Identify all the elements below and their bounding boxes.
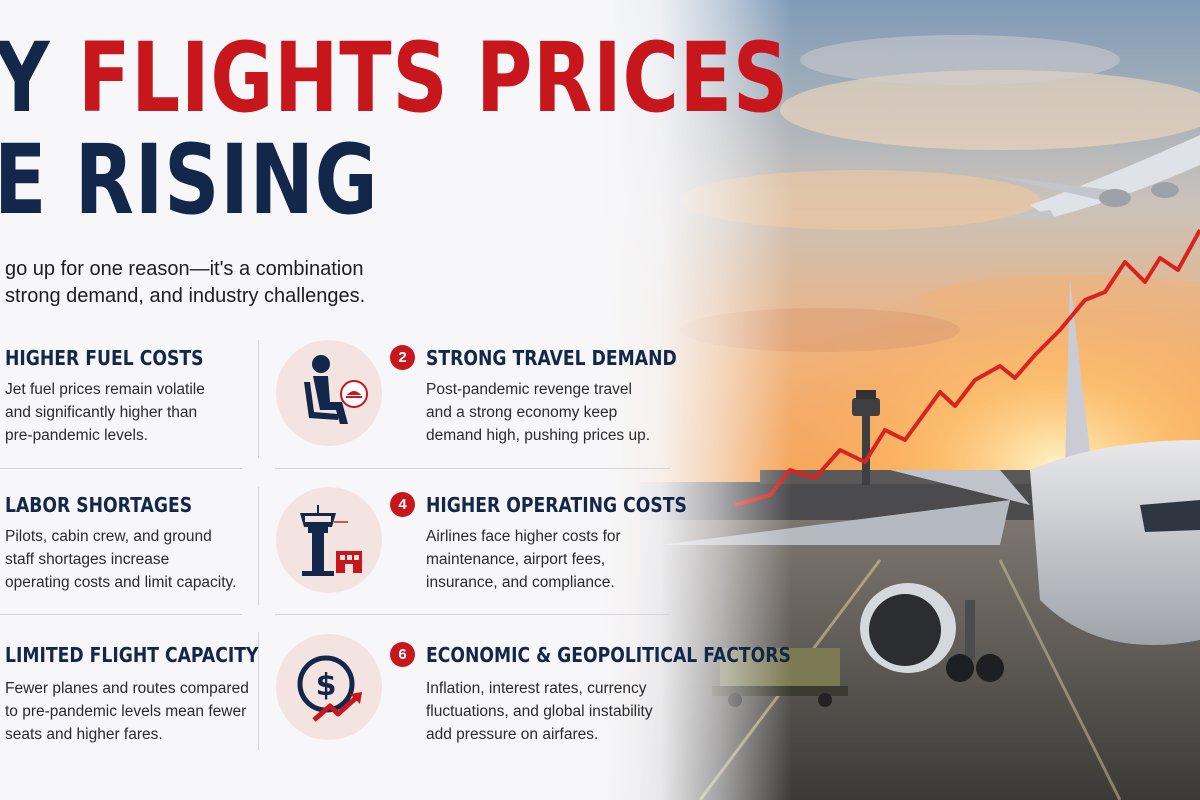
factor-1-line-1: Jet fuel prices remain volatile — [5, 381, 205, 398]
page-title-line-1: Y FLIGHTS PRICES — [0, 30, 789, 126]
intro-line-1: go up for one reason—it's a combination — [5, 258, 364, 280]
factor-4-description: Airlines face higher costs for maintenan… — [426, 525, 621, 594]
factor-1-line-2: and significantly higher than — [5, 404, 198, 421]
dollar-trend-icon: $ — [276, 634, 382, 740]
traveler-seat-icon — [276, 340, 382, 446]
factor-5-title: LIMITED FLIGHT CAPACITY — [5, 643, 259, 667]
intro-text: go up for one reason—it's a combination … — [5, 256, 525, 310]
factor-2-description: Post-pandemic revenge travel and a stron… — [426, 378, 650, 447]
factor-5-line-2: to pre-pandemic levels mean fewer — [5, 703, 247, 720]
title-red-part: FLIGHTS PRICES — [77, 22, 790, 134]
factor-6-line-2: fluctuations, and global instability — [426, 703, 653, 720]
factor-5-line-1: Fewer planes and routes compared — [5, 680, 249, 697]
control-tower-icon — [276, 487, 382, 593]
factor-1-title: HIGHER FUEL COSTS — [5, 346, 204, 370]
factor-3-line-2: staff shortages increase — [5, 551, 170, 568]
factor-4-title: HIGHER OPERATING COSTS — [426, 493, 687, 517]
factor-2-line-1: Post-pandemic revenge travel — [426, 381, 632, 398]
factor-3-line-1: Pilots, cabin crew, and ground — [5, 528, 212, 545]
divider-vertical-3 — [258, 632, 259, 750]
factor-6-line-1: Inflation, interest rates, currency — [426, 680, 647, 697]
divider-horizontal-right-1 — [275, 468, 670, 469]
svg-text:$: $ — [316, 668, 337, 703]
factor-2-number-badge: 2 — [390, 345, 415, 370]
factor-3-line-3: operating costs and limit capacity. — [5, 574, 237, 591]
factor-2-title: STRONG TRAVEL DEMAND — [426, 346, 677, 370]
factor-4-line-1: Airlines face higher costs for — [426, 528, 621, 545]
factor-5-description: Fewer planes and routes compared to pre-… — [5, 677, 249, 746]
factor-3-description: Pilots, cabin crew, and ground staff sho… — [5, 525, 236, 594]
factor-6-number-badge: 6 — [390, 642, 415, 667]
divider-vertical-2 — [258, 487, 259, 605]
divider-vertical-1 — [258, 340, 259, 458]
divider-horizontal-left-2 — [0, 614, 242, 615]
factor-2-line-3: demand high, pushing prices up. — [426, 427, 651, 444]
page-title-line-2: E RISING — [0, 124, 379, 236]
factor-2-line-2: and a strong economy keep — [426, 404, 618, 421]
factor-4-line-2: maintenance, airport fees, — [426, 551, 606, 568]
divider-horizontal-right-2 — [275, 614, 670, 615]
factor-6-description: Inflation, interest rates, currency fluc… — [426, 677, 653, 746]
factor-5-line-3: seats and higher fares. — [5, 726, 163, 743]
intro-line-2: strong demand, and industry challenges. — [5, 285, 366, 307]
factor-4-number-badge: 4 — [390, 492, 415, 517]
factor-4-line-3: insurance, and compliance. — [426, 574, 615, 591]
title-dark-part: Y — [0, 22, 50, 134]
factor-1-line-3: pre-pandemic levels. — [5, 427, 149, 444]
factor-3-title: LABOR SHORTAGES — [5, 493, 193, 517]
divider-horizontal-left-1 — [0, 468, 242, 469]
factor-6-title: ECONOMIC & GEOPOLITICAL FACTORS — [426, 643, 791, 667]
factor-1-description: Jet fuel prices remain volatile and sign… — [5, 378, 205, 447]
factor-6-line-3: add pressure on airfares. — [426, 726, 599, 743]
